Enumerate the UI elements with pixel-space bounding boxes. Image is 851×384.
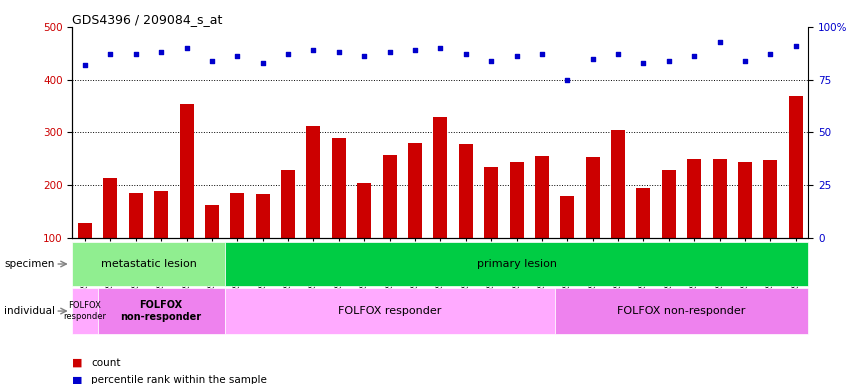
Point	[231, 53, 244, 60]
Bar	[180, 104, 193, 238]
Bar	[611, 130, 625, 238]
Point	[282, 51, 295, 57]
Bar	[555, 288, 808, 334]
Point	[306, 47, 320, 53]
Bar	[306, 126, 321, 238]
Bar	[510, 162, 523, 238]
Text: count: count	[91, 358, 121, 368]
Bar	[281, 170, 295, 238]
Point	[611, 51, 625, 57]
Bar	[408, 143, 422, 238]
Text: individual: individual	[4, 306, 55, 316]
Text: FOLFOX non-responder: FOLFOX non-responder	[617, 306, 745, 316]
Bar	[129, 193, 143, 238]
Point	[713, 39, 727, 45]
Bar	[738, 162, 752, 238]
Point	[637, 60, 650, 66]
Bar	[225, 288, 555, 334]
Point	[332, 49, 346, 55]
Point	[688, 53, 701, 60]
Point	[510, 53, 523, 60]
Text: metastatic lesion: metastatic lesion	[100, 259, 197, 269]
Text: FOLFOX
responder: FOLFOX responder	[64, 301, 106, 321]
Bar	[78, 223, 92, 238]
Text: primary lesion: primary lesion	[477, 259, 557, 269]
Bar	[225, 242, 808, 286]
Point	[433, 45, 447, 51]
Bar	[688, 159, 701, 238]
Bar	[459, 144, 473, 238]
Bar	[484, 167, 498, 238]
Text: GDS4396 / 209084_s_at: GDS4396 / 209084_s_at	[72, 13, 223, 26]
Text: FOLFOX
non-responder: FOLFOX non-responder	[121, 300, 202, 322]
Bar	[763, 160, 777, 238]
Bar	[357, 183, 371, 238]
Bar	[535, 156, 549, 238]
Text: ■: ■	[72, 358, 83, 368]
Point	[104, 51, 117, 57]
Point	[789, 43, 802, 49]
Point	[662, 58, 676, 64]
Point	[154, 49, 168, 55]
Point	[535, 51, 549, 57]
Bar	[256, 194, 270, 238]
Point	[484, 58, 498, 64]
Point	[585, 55, 599, 61]
Bar	[205, 205, 219, 238]
Point	[408, 47, 422, 53]
Bar	[98, 288, 225, 334]
Point	[205, 58, 219, 64]
Point	[129, 51, 143, 57]
Point	[383, 49, 397, 55]
Bar	[712, 159, 727, 238]
Bar	[789, 96, 802, 238]
Text: specimen: specimen	[4, 259, 54, 269]
Point	[763, 51, 777, 57]
Bar	[154, 190, 168, 238]
Bar	[72, 242, 225, 286]
Text: ■: ■	[72, 375, 83, 384]
Bar	[72, 288, 98, 334]
Bar	[662, 170, 676, 238]
Bar	[383, 155, 397, 238]
Bar	[585, 157, 600, 238]
Point	[357, 53, 371, 60]
Text: FOLFOX responder: FOLFOX responder	[338, 306, 442, 316]
Point	[180, 45, 193, 51]
Point	[78, 62, 92, 68]
Point	[738, 58, 751, 64]
Text: percentile rank within the sample: percentile rank within the sample	[91, 375, 267, 384]
Bar	[231, 193, 244, 238]
Bar	[332, 138, 346, 238]
Point	[561, 76, 574, 83]
Bar	[560, 196, 574, 238]
Point	[459, 51, 472, 57]
Point	[256, 60, 270, 66]
Bar	[104, 179, 117, 238]
Bar	[637, 188, 650, 238]
Bar	[433, 117, 448, 238]
